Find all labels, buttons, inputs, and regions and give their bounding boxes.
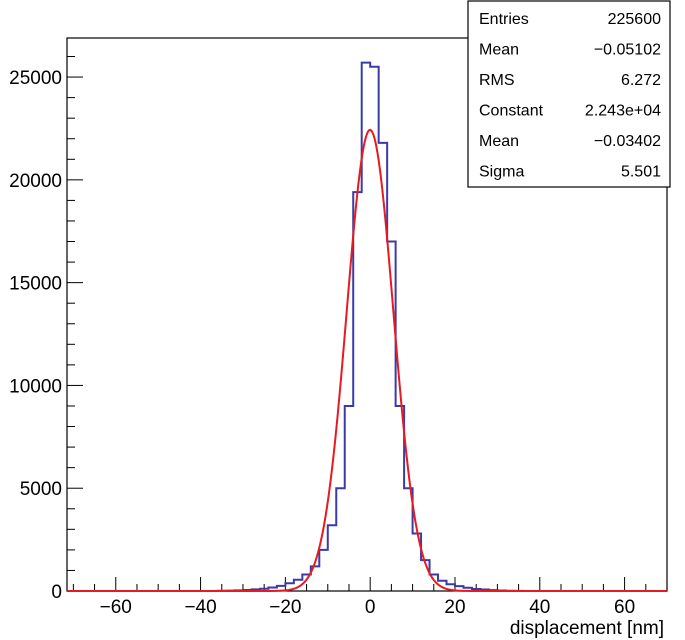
plot-frame bbox=[66, 37, 668, 592]
y-axis-ticks: 0 5000 10000 15000 20000 25000 bbox=[9, 56, 83, 603]
stats-label: Mean bbox=[479, 42, 519, 59]
x-axis-ticks: −60 −40 −20 0 20 40 60 bbox=[72, 577, 668, 618]
stats-value: 2.243e+04 bbox=[585, 103, 661, 120]
x-tick-label: 60 bbox=[614, 597, 635, 618]
stats-label: Entries bbox=[479, 11, 529, 28]
stats-value: 5.501 bbox=[621, 164, 661, 181]
x-tick-label: 0 bbox=[365, 597, 376, 618]
histogram-series bbox=[67, 61, 667, 592]
stats-label: RMS bbox=[479, 72, 515, 89]
stats-label: Constant bbox=[479, 103, 544, 120]
x-axis-title: displacement [nm] bbox=[510, 618, 664, 639]
y-tick-label: 20000 bbox=[9, 171, 62, 192]
stats-box-frame bbox=[467, 0, 671, 188]
y-tick-label: 0 bbox=[51, 582, 62, 603]
x-tick-label: 40 bbox=[529, 597, 550, 618]
x-tick-label: −20 bbox=[269, 597, 301, 618]
y-tick-label: 15000 bbox=[9, 274, 62, 295]
stats-value: −0.05102 bbox=[594, 42, 661, 59]
stats-value: 6.272 bbox=[621, 72, 661, 89]
y-tick-label: 25000 bbox=[9, 68, 62, 89]
x-tick-label: 20 bbox=[444, 597, 465, 618]
x-tick-label: −60 bbox=[100, 597, 132, 618]
stats-label: Sigma bbox=[479, 164, 524, 181]
x-tick-label: −40 bbox=[184, 597, 216, 618]
stats-label: Mean bbox=[479, 133, 519, 150]
gaussian-fit-curve bbox=[67, 128, 667, 592]
stats-value: 225600 bbox=[608, 11, 661, 28]
y-tick-label: 5000 bbox=[20, 479, 62, 500]
stats-value: −0.03402 bbox=[594, 133, 661, 150]
stats-box: Entries 225600 Mean −0.05102 RMS 6.272 Constan… bbox=[467, 0, 671, 188]
y-tick-label: 10000 bbox=[9, 376, 62, 397]
